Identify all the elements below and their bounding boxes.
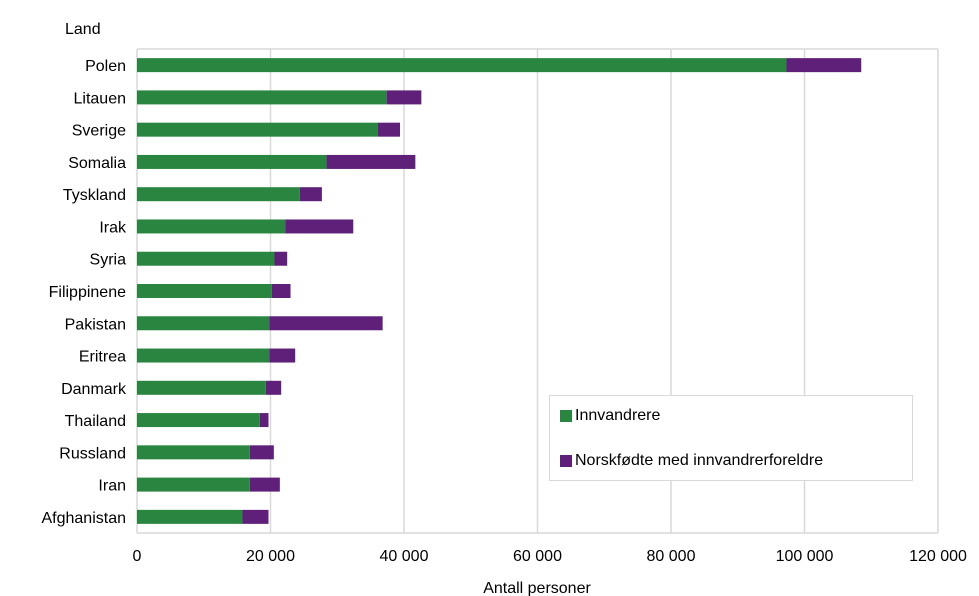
bar-danmark-norskfodte xyxy=(265,380,282,395)
bar-tyskland-norskfodte xyxy=(299,187,322,202)
bars xyxy=(137,58,862,524)
bar-irak-innvandrere xyxy=(137,219,286,234)
bar-pakistan-innvandrere xyxy=(137,316,270,331)
bar-litauen-innvandrere xyxy=(137,90,387,105)
bar-thailand-norskfodte xyxy=(259,413,269,428)
bar-syria-norskfodte xyxy=(274,251,288,266)
category-label: Iran xyxy=(98,478,126,495)
bar-irak-norskfodte xyxy=(285,219,354,234)
x-tick-label: 20 000 xyxy=(246,548,295,565)
x-tick-label: 120 000 xyxy=(909,548,967,565)
bar-afghanistan-norskfodte xyxy=(242,509,269,524)
x-tick-label: 60 000 xyxy=(513,548,562,565)
x-tick-labels: 0 20 000 40 000 60 000 80 000 100 000 120 000 xyxy=(133,548,967,565)
y-axis-title: Land xyxy=(65,21,101,38)
x-axis-title: Antall personer xyxy=(483,580,591,596)
category-label: Tyskland xyxy=(63,187,126,204)
legend-item-norskfodte: Norskfødte med innvandrerforeldre xyxy=(560,452,823,470)
category-label: Polen xyxy=(85,58,126,75)
legend-label-norskfodte: Norskfødte med innvandrerforeldre xyxy=(575,452,824,469)
bar-syria-innvandrere xyxy=(137,251,275,266)
bar-eritrea-innvandrere xyxy=(137,348,270,363)
category-label: Syria xyxy=(90,252,127,269)
category-label: Thailand xyxy=(65,413,126,430)
x-tick-label: 40 000 xyxy=(380,548,429,565)
bar-polen-innvandrere xyxy=(137,58,787,73)
bar-iran-norskfodte xyxy=(249,477,280,492)
bar-somalia-innvandrere xyxy=(137,154,327,169)
bar-iran-innvandrere xyxy=(137,477,250,492)
category-label: Irak xyxy=(99,219,127,236)
category-label: Eritrea xyxy=(79,349,126,366)
bar-afghanistan-innvandrere xyxy=(137,509,243,524)
bar-tyskland-innvandrere xyxy=(137,187,300,202)
category-label: Russland xyxy=(59,445,126,462)
bar-thailand-innvandrere xyxy=(137,413,260,428)
category-labels: Polen Litauen Sverige Somalia Tyskland Irak Sy… xyxy=(41,58,127,527)
bar-litauen-norskfodte xyxy=(386,90,422,105)
legend-swatch-norskfodte xyxy=(560,455,572,467)
category-label: Afghanistan xyxy=(41,510,126,527)
bar-filippinene-norskfodte xyxy=(271,284,291,298)
bar-russland-norskfodte xyxy=(249,445,274,460)
category-label: Litauen xyxy=(74,90,127,107)
bar-polen-norskfodte xyxy=(786,58,862,73)
x-tick-label: 0 xyxy=(133,548,142,565)
category-label: Sverige xyxy=(72,123,126,140)
bar-pakistan-norskfodte xyxy=(269,316,383,331)
category-label: Filippinene xyxy=(49,284,126,301)
bar-danmark-innvandrere xyxy=(137,380,266,395)
category-label: Somalia xyxy=(68,155,126,172)
category-label: Pakistan xyxy=(65,316,126,333)
bar-sverige-innvandrere xyxy=(137,122,378,137)
legend-item-innvandrere: Innvandrere xyxy=(560,407,660,425)
bar-russland-innvandrere xyxy=(137,445,250,460)
x-tick-label: 100 000 xyxy=(776,548,834,565)
bar-sverige-norskfodte xyxy=(377,122,400,137)
bar-somalia-norskfodte xyxy=(326,154,416,169)
x-tick-label: 80 000 xyxy=(647,548,696,565)
legend-swatch-innvandrere xyxy=(560,410,572,422)
bar-eritrea-norskfodte xyxy=(269,348,296,363)
bar-filippinene-innvandrere xyxy=(137,284,272,298)
legend: Innvandrere Norskfødte med innvandrerfor… xyxy=(549,395,913,481)
legend-label-innvandrere: Innvandrere xyxy=(575,407,661,424)
category-label: Danmark xyxy=(61,381,127,398)
